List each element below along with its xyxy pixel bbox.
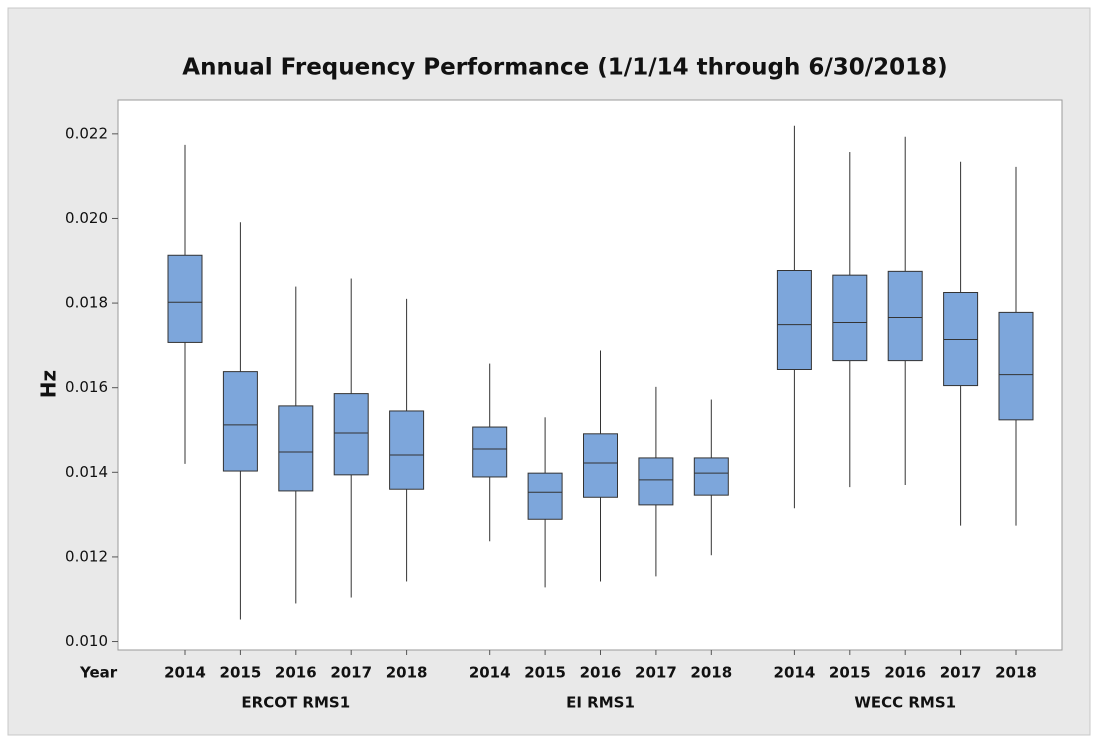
x-tick-label: 2014 (164, 664, 206, 682)
chart-title: Annual Frequency Performance (1/1/14 thr… (182, 55, 947, 81)
group-label: WECC RMS1 (854, 694, 956, 712)
x-tick-label: 2017 (330, 664, 372, 682)
y-tick-label: 0.020 (65, 209, 108, 227)
y-tick-label: 0.012 (65, 547, 108, 565)
box (527, 472, 563, 520)
box (693, 457, 729, 496)
y-tick-label: 0.016 (65, 378, 108, 396)
y-tick-label: 0.022 (65, 124, 108, 142)
x-tick-label: 2017 (940, 664, 982, 682)
x-tick-label: 2016 (580, 664, 622, 682)
x-tick-label: 2018 (386, 664, 428, 682)
box (389, 410, 425, 490)
x-axis-label: Year (79, 664, 118, 682)
x-tick-label: 2014 (469, 664, 511, 682)
plot-area (117, 99, 1063, 651)
y-tick-label: 0.014 (65, 463, 108, 481)
group-label: EI RMS1 (566, 694, 635, 712)
x-tick-label: 2018 (690, 664, 732, 682)
x-tick-label: 2016 (884, 664, 926, 682)
box (638, 457, 674, 506)
x-tick-label: 2016 (275, 664, 317, 682)
x-tick-label: 2015 (829, 664, 871, 682)
box (278, 405, 314, 492)
box (998, 311, 1034, 421)
box (472, 426, 508, 478)
box (832, 274, 868, 362)
x-tick-label: 2018 (995, 664, 1037, 682)
box (222, 371, 258, 472)
box (167, 254, 203, 343)
y-tick-label: 0.010 (65, 632, 108, 650)
x-tick-label: 2015 (524, 664, 566, 682)
box (333, 393, 369, 476)
x-tick-label: 2015 (220, 664, 262, 682)
x-tick-label: 2014 (774, 664, 816, 682)
box (583, 433, 618, 498)
group-label: ERCOT RMS1 (241, 694, 350, 712)
y-axis-label: Hz (37, 370, 61, 398)
box (776, 270, 812, 370)
box (887, 270, 923, 362)
x-tick-label: 2017 (635, 664, 677, 682)
y-tick-label: 0.018 (65, 294, 108, 312)
